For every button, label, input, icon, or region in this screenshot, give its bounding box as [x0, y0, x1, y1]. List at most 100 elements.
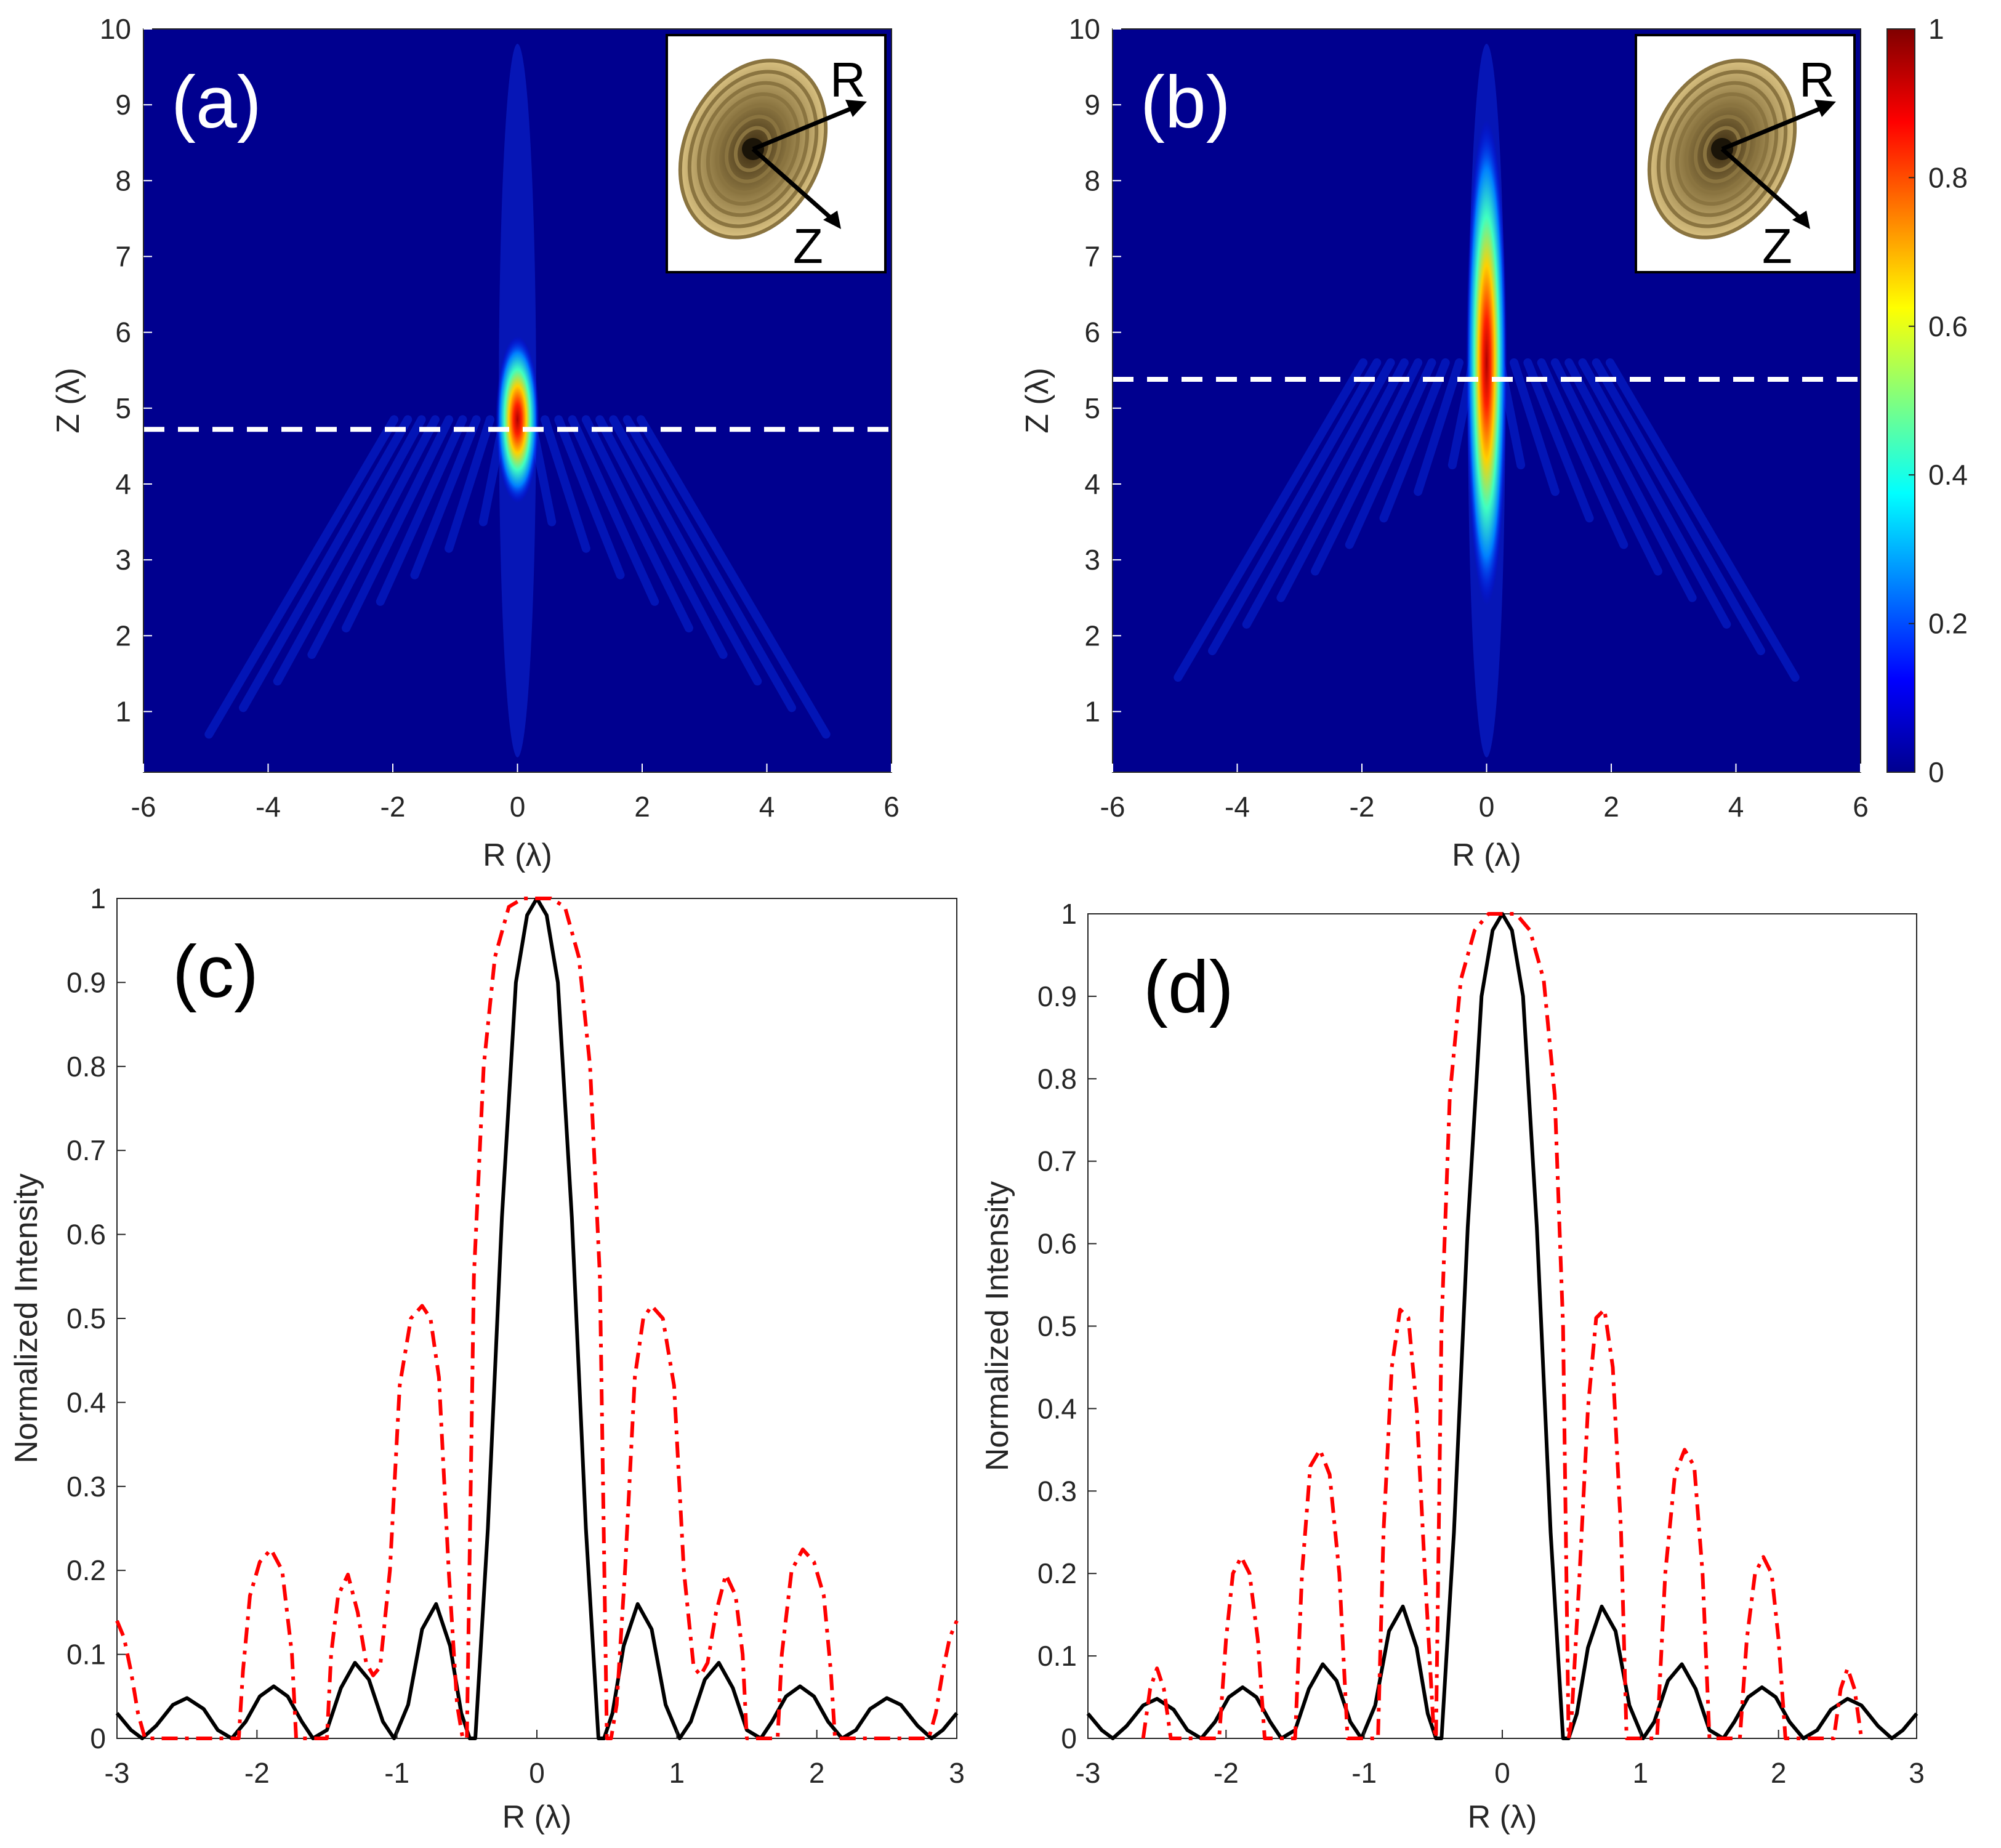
- z-arrow-head: [1792, 211, 1810, 229]
- colorbar-tick-label: 0.8: [1928, 161, 1968, 193]
- x-tick-label: 0: [510, 791, 526, 823]
- y-tick-label: 7: [115, 240, 131, 272]
- y-tick-label: 0.3: [66, 1471, 106, 1503]
- lens-ring: [1693, 115, 1751, 184]
- side-lobe-streak: [1379, 358, 1450, 523]
- side-lobe-streak: [239, 415, 413, 712]
- y-tick-label: 0.4: [66, 1386, 106, 1418]
- y-tick-label: 8: [1084, 164, 1100, 196]
- lens-ring: [1702, 126, 1742, 172]
- side-lobe-streak: [410, 415, 481, 579]
- y-tick-label: 0.2: [1037, 1557, 1077, 1589]
- z-axis-arrow: [751, 147, 835, 222]
- x-tick-label: -3: [105, 1757, 130, 1789]
- y-tick-label: 0.6: [66, 1219, 106, 1251]
- y-tick-label: 0: [90, 1722, 106, 1754]
- lens-ring: [715, 103, 791, 195]
- y-tick-label: 4: [1084, 468, 1100, 500]
- side-lobe-streak: [342, 415, 454, 632]
- side-lobe-streak: [1523, 358, 1594, 523]
- y-tick-label: 2: [115, 619, 131, 652]
- series-dash-dot-c: [115, 897, 959, 1740]
- r-arrow-head: [845, 100, 867, 117]
- x-axis-label: R (λ): [483, 837, 552, 873]
- y-tick-label: 8: [115, 164, 131, 196]
- panel-label-d: (d): [1143, 946, 1234, 1028]
- side-lobe-streak: [1242, 358, 1395, 629]
- side-lobe-streak: [1592, 358, 1765, 655]
- side-lobe-streak: [595, 415, 728, 660]
- panel-label-b: (b): [1140, 61, 1231, 143]
- lens-ring: [706, 92, 800, 206]
- x-tick-label: 0: [1494, 1757, 1510, 1789]
- x-tick-label: 4: [759, 791, 775, 823]
- r-arrow-head: [1814, 100, 1836, 117]
- y-tick-label: 0.7: [1037, 1145, 1077, 1177]
- y-tick-label: 2: [1084, 619, 1100, 652]
- lens-ring: [1684, 103, 1760, 195]
- colorbar-tick-label: 0.6: [1928, 310, 1968, 342]
- x-tick-label: -1: [1351, 1757, 1377, 1789]
- colorbar-tick-label: 0.4: [1928, 459, 1968, 491]
- side-lobe-streak: [307, 415, 440, 660]
- side-lobe-streak: [273, 415, 426, 686]
- side-lobe-streak: [541, 415, 590, 553]
- side-lobe-streak: [1578, 358, 1731, 629]
- z-axis-arrow: [1720, 147, 1804, 222]
- x-tick-label: -4: [1225, 791, 1250, 823]
- y-tick-label: 0.6: [1037, 1228, 1077, 1260]
- y-tick-label: 0.4: [1037, 1392, 1077, 1424]
- x-tick-label: 6: [884, 791, 900, 823]
- y-tick-label: 0.9: [66, 966, 106, 998]
- lens-ring: [1665, 81, 1779, 217]
- y-tick-label: 0.9: [1037, 980, 1077, 1012]
- lens-ring: [1656, 70, 1788, 228]
- side-lobe-streak: [1510, 358, 1560, 496]
- x-tick-label: 2: [634, 791, 650, 823]
- lens-ring: [687, 70, 819, 228]
- side-lobe-streak: [581, 415, 693, 632]
- y-tick-label: 6: [1084, 317, 1100, 349]
- x-axis-label: R (λ): [1468, 1799, 1537, 1835]
- y-tick-label: 0.7: [66, 1134, 106, 1166]
- x-tick-label: -2: [244, 1757, 270, 1789]
- y-tick-label: 0.8: [1037, 1063, 1077, 1095]
- side-lobe-streak: [1174, 358, 1368, 682]
- y-tick-label: 5: [1084, 392, 1100, 424]
- side-lobe-streak: [1605, 358, 1800, 682]
- colorbar-gradient: [1886, 28, 1915, 773]
- x-tick-label: 2: [1603, 791, 1619, 823]
- y-tick-label: 9: [115, 89, 131, 121]
- x-tick-label: -3: [1076, 1757, 1101, 1789]
- y-tick-label: 3: [115, 544, 131, 576]
- x-tick-label: -6: [131, 791, 156, 823]
- side-lobes-a: [204, 415, 831, 739]
- inset-label-z: Z: [1762, 219, 1792, 273]
- x-axis-label: R (λ): [1452, 837, 1521, 873]
- panel-label-c: (c): [172, 930, 259, 1013]
- y-tick-label: 0: [1061, 1722, 1077, 1754]
- side-lobe-streak: [1564, 358, 1697, 602]
- x-tick-label: -1: [384, 1757, 409, 1789]
- side-lobe-streak: [554, 415, 625, 579]
- y-tick-label: 1: [1084, 695, 1100, 727]
- line-chart-c: -3 -2 -1 0 1 2 3 0 0.1 0.2 0.3 0.4 0.5 0.6 0.7 0.8 0.9 1 R…: [9, 882, 965, 1835]
- y-axis-label: Z (λ): [50, 368, 86, 434]
- side-lobe-streak: [1311, 358, 1423, 576]
- x-tick-label: -2: [1350, 791, 1375, 823]
- y-tick-label: 9: [1084, 89, 1100, 121]
- colorbar-tick-label: 0: [1928, 756, 1944, 788]
- y-tick-label: 4: [115, 468, 131, 500]
- side-lobe-streak: [1414, 358, 1464, 496]
- r-axis-arrow: [1721, 103, 1828, 151]
- side-lobe-streak: [1537, 358, 1629, 549]
- x-tick-label: -4: [256, 791, 281, 823]
- x-tick-label: 6: [1853, 791, 1869, 823]
- y-tick-label: 0.8: [66, 1051, 106, 1083]
- y-tick-label: 0.1: [1037, 1640, 1077, 1672]
- x-tick-label: 3: [949, 1757, 965, 1789]
- axes-frame-d: [1087, 913, 1917, 1739]
- inset-a: RZ: [666, 34, 887, 273]
- y-tick-label: 10: [100, 13, 131, 45]
